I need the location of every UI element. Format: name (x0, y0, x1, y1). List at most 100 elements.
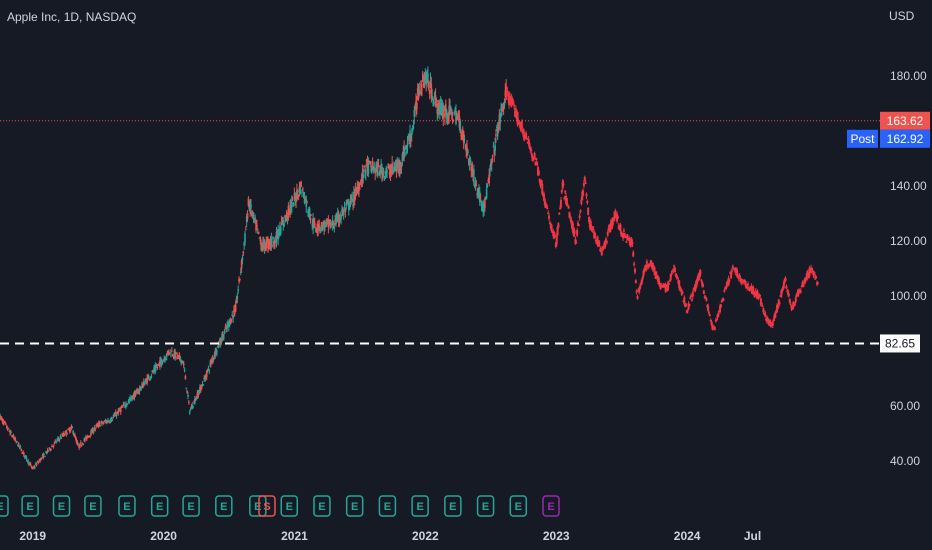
candle-body (348, 203, 351, 209)
candle-body (175, 352, 177, 355)
projection-body (813, 272, 816, 274)
candle-body (489, 170, 491, 172)
candle-body (34, 463, 37, 465)
candle-body (448, 105, 450, 116)
candle-body (292, 202, 295, 207)
projection-body (797, 289, 800, 297)
candle-body (331, 220, 334, 226)
projection-body (747, 283, 750, 286)
candle-body (228, 319, 231, 325)
candle-body (393, 166, 396, 172)
projection-body (802, 282, 805, 288)
candle-body (127, 400, 130, 402)
projection-body (787, 294, 790, 296)
projection-body (542, 193, 545, 201)
candle-body (97, 422, 100, 427)
projection-body (667, 283, 670, 285)
candle-body (288, 208, 291, 210)
candle-body (291, 198, 294, 200)
candle-body (252, 212, 255, 218)
candle-body (376, 163, 378, 171)
candle-body (366, 161, 369, 170)
earnings-marker (444, 495, 462, 517)
candle-body (399, 166, 402, 168)
candle-body (142, 381, 145, 386)
projection-body (548, 222, 551, 225)
candle-body (129, 397, 131, 400)
candle-body (188, 411, 191, 414)
candle-body (45, 451, 48, 454)
candle-body (309, 217, 312, 220)
projection-body (513, 104, 516, 107)
projection-body (517, 121, 520, 123)
candle-body (269, 241, 272, 245)
candle-body (26, 460, 29, 462)
projection-body (587, 208, 590, 215)
candle-body (76, 442, 79, 445)
projection-body (673, 265, 676, 268)
candle-body (104, 421, 107, 423)
candle-body (430, 83, 433, 98)
candle-body (211, 358, 214, 362)
projection-body (639, 283, 642, 286)
projection-body (702, 290, 705, 294)
candle-body (256, 228, 259, 230)
projection-body (580, 199, 583, 204)
projection-body (512, 101, 515, 105)
candle-body (354, 189, 357, 197)
candle-body (444, 104, 447, 113)
earnings-marker (52, 495, 71, 517)
candle-body (36, 461, 39, 463)
candle-body (0, 416, 2, 418)
candle-body (103, 420, 106, 422)
candle-body (245, 229, 247, 231)
candle-body (43, 453, 46, 455)
candle-body (189, 409, 192, 411)
candle-body (357, 187, 359, 194)
candle-body (118, 408, 120, 411)
projection-body (537, 170, 540, 175)
candle-body (265, 241, 268, 250)
candle-body (173, 350, 176, 358)
projection-body (783, 279, 786, 283)
candle-body (116, 411, 119, 413)
candle-body (499, 112, 502, 124)
projection-body (569, 216, 572, 219)
candle-body (416, 88, 419, 94)
projection-body (793, 302, 796, 306)
candle-body (1, 418, 4, 423)
projection-body (722, 298, 725, 301)
candle-body (57, 439, 60, 441)
candle-body (196, 392, 199, 399)
candle-body (431, 95, 433, 100)
candle-body (70, 425, 73, 428)
candle-body (426, 73, 428, 83)
projection-body (540, 180, 543, 185)
candle-body (225, 328, 228, 330)
projection-body (602, 245, 605, 249)
projection-body (599, 247, 602, 253)
projection-body (812, 272, 815, 277)
projection-body (799, 292, 802, 294)
candle-body (112, 416, 114, 418)
candle-body (359, 188, 361, 190)
candle-body (114, 414, 116, 416)
candle-body (438, 105, 440, 109)
candle-body (229, 320, 232, 325)
candle-body (496, 127, 499, 137)
candle-body (267, 239, 269, 248)
candle-body (487, 179, 490, 183)
projection-body (648, 265, 651, 267)
candle-body (283, 223, 285, 226)
candle-body (305, 198, 308, 207)
candle-body (300, 181, 302, 187)
projection-body (715, 318, 718, 321)
candle-body (478, 190, 480, 198)
projection-body (581, 191, 584, 201)
candle-body (456, 116, 458, 120)
candle-body (214, 350, 217, 356)
candle-body (177, 355, 180, 358)
projection-body (576, 230, 579, 236)
candle-body (466, 147, 468, 156)
